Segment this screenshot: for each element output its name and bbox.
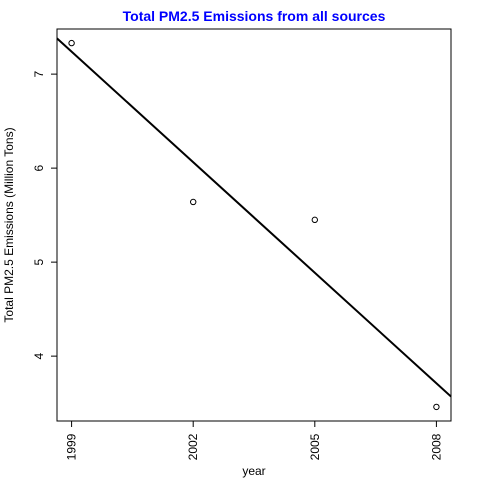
y-axis-label: Total PM2.5 Emissions (Million Tons) <box>2 127 16 322</box>
trend-line <box>56 37 452 398</box>
chart-title: Total PM2.5 Emissions from all sources <box>123 8 386 24</box>
data-points <box>68 39 440 411</box>
x-tick-label: 2005 <box>308 433 322 460</box>
data-point <box>189 198 197 206</box>
plot-frame <box>56 28 452 422</box>
data-point <box>311 216 319 224</box>
trend-line-group <box>56 37 452 398</box>
y-tick-label: 6 <box>32 164 46 171</box>
y-tick-label: 4 <box>32 352 46 359</box>
data-point <box>68 39 75 47</box>
x-tick-label: 2002 <box>186 433 200 460</box>
y-tick-label: 7 <box>32 70 46 77</box>
data-point <box>433 403 440 411</box>
x-axis-label: year <box>242 464 265 478</box>
x-tick-label: 2008 <box>429 433 443 460</box>
x-tick-label: 1999 <box>65 433 79 460</box>
y-tick-label: 5 <box>32 258 46 265</box>
y-axis: 4 5 6 7 <box>32 70 57 359</box>
x-axis: 1999 2002 2005 2008 <box>65 421 443 460</box>
